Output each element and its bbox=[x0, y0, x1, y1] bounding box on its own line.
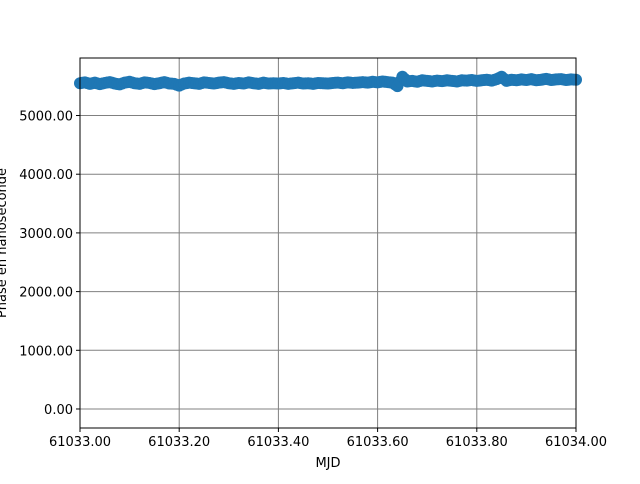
x-tick-label: 61033.00 bbox=[49, 435, 111, 450]
data-points bbox=[74, 70, 582, 93]
x-axis: 61033.00 61033.20 61033.40 61033.60 61033.80… bbox=[49, 428, 607, 450]
y-tick-label: 5000.00 bbox=[19, 110, 73, 125]
x-tick-label: 61033.80 bbox=[446, 435, 508, 450]
plot-frame bbox=[79, 57, 577, 429]
y-axis-label: Phase en nanoseconde bbox=[0, 168, 10, 318]
x-tick-label: 61033.20 bbox=[148, 435, 210, 450]
y-tick-label: 2000.00 bbox=[19, 286, 73, 301]
y-tick-label: 3000.00 bbox=[19, 227, 73, 242]
y-tick-label: 4000.00 bbox=[19, 168, 73, 183]
y-tick-label: 1000.00 bbox=[19, 344, 73, 359]
grid bbox=[79, 58, 577, 428]
y-tick-label: 0.00 bbox=[44, 403, 73, 418]
x-tick-label: 61033.40 bbox=[247, 435, 309, 450]
x-tick-label: 61034.00 bbox=[545, 435, 607, 450]
x-axis-label: MJD bbox=[315, 456, 340, 471]
x-tick-label: 61033.60 bbox=[347, 435, 409, 450]
y-axis: 0.00 1000.00 2000.00 3000.00 4000.00 5000.00 bbox=[19, 110, 80, 418]
